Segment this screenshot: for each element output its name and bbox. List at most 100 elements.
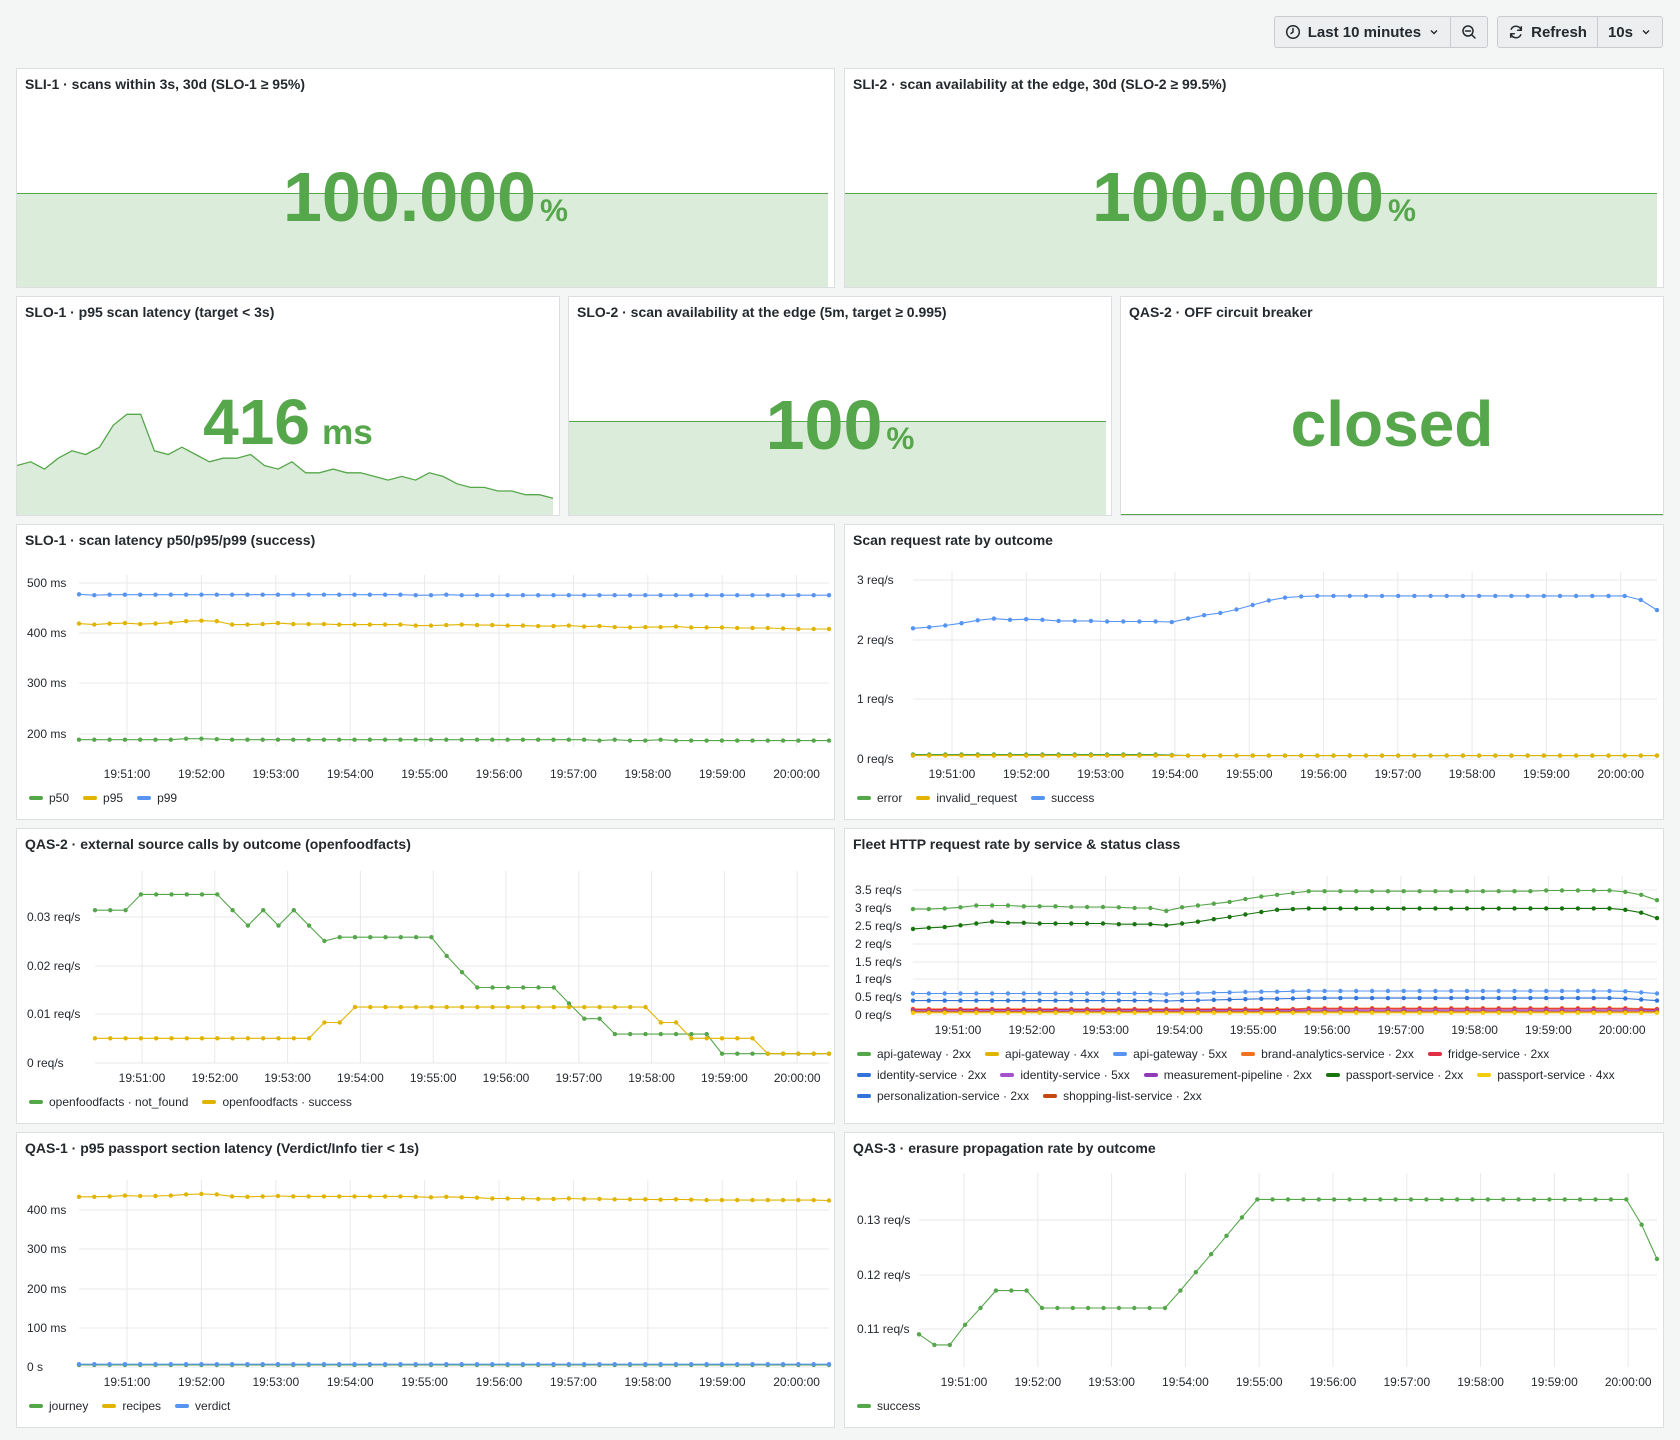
legend-item[interactable]: success [857, 1399, 920, 1413]
data-point [199, 1036, 205, 1041]
series-line-p50 [79, 738, 829, 742]
legend-item[interactable]: openfoodfacts · not_found [29, 1095, 188, 1109]
refresh-button[interactable]: Refresh [1498, 17, 1598, 47]
data-point [1037, 1010, 1042, 1015]
panel-sli2[interactable]: SLI-2 · scan availability at the edge, 3… [844, 68, 1664, 288]
data-point [1239, 1215, 1245, 1220]
data-point [750, 1036, 755, 1041]
data-point [811, 738, 816, 743]
data-point [1369, 1010, 1375, 1015]
legend-label: success [877, 1399, 921, 1413]
data-point [183, 1192, 189, 1197]
legend-swatch [857, 796, 871, 800]
legend-item[interactable]: personalization-service · 2xx [857, 1089, 1029, 1103]
data-point [1525, 753, 1530, 758]
x-tick-label: 19:57:00 [1377, 1023, 1424, 1037]
data-point [1544, 906, 1549, 911]
legend-item[interactable]: measurement-pipeline · 2xx [1143, 1068, 1312, 1082]
data-point [989, 991, 995, 996]
panel-fleet-http[interactable]: Fleet HTTP request rate by service & sta… [844, 828, 1664, 1124]
legend-item[interactable]: passport-service · 4xx [1477, 1068, 1615, 1082]
data-point [1072, 618, 1077, 624]
data-point [974, 991, 979, 996]
data-point [1575, 888, 1581, 893]
data-point [1164, 908, 1169, 914]
data-point [76, 737, 82, 742]
legend-item[interactable]: api-gateway · 4xx [985, 1047, 1099, 1061]
data-point [1354, 995, 1359, 1001]
data-point [291, 621, 296, 627]
data-point [1069, 998, 1074, 1003]
data-point [1195, 998, 1201, 1003]
stat-unit: % [540, 192, 569, 228]
legend-item[interactable]: api-gateway · 2xx [857, 1047, 971, 1061]
legend-item[interactable]: success [1031, 791, 1094, 805]
data-point [1053, 991, 1058, 996]
legend-item[interactable]: p95 [83, 791, 123, 805]
legend-item[interactable]: identity-service · 5xx [1000, 1068, 1130, 1082]
legend-item[interactable]: p99 [137, 791, 177, 805]
panel-slo2-availability[interactable]: SLO-2 · scan availability at the edge (5… [568, 296, 1112, 516]
legend-item[interactable]: p50 [29, 791, 69, 805]
data-point [826, 738, 832, 743]
data-point [581, 1362, 587, 1367]
legend-item[interactable]: recipes [102, 1399, 161, 1413]
panel-latency-percentiles[interactable]: SLO-1 · scan latency p50/p95/p99 (succes… [16, 524, 835, 820]
data-point [536, 1004, 541, 1010]
legend-item[interactable]: api-gateway · 5xx [1113, 1047, 1227, 1061]
panel-title: QAS-1 · p95 passport section latency (Ve… [25, 1140, 420, 1156]
data-point [673, 1197, 679, 1202]
legend-item[interactable]: openfoodfacts · success [202, 1095, 352, 1109]
panel-external-calls[interactable]: QAS-2 · external source calls by outcome… [16, 828, 835, 1124]
legend-item[interactable]: fridge-service · 2xx [1427, 1047, 1549, 1061]
data-point [444, 622, 449, 628]
data-point [505, 1004, 511, 1010]
data-point [1654, 1256, 1660, 1262]
legend-item[interactable]: identity-service · 2xx [857, 1068, 986, 1082]
data-point [1401, 889, 1406, 894]
legend-swatch [1325, 1073, 1340, 1077]
legend-item[interactable]: error [857, 791, 902, 805]
legend-item[interactable]: journey [29, 1399, 88, 1413]
data-point [352, 737, 357, 742]
data-point [92, 1362, 97, 1367]
panel-circuit-breaker[interactable]: QAS-2 · OFF circuit breaker closed [1120, 296, 1664, 516]
x-tick-label: 19:52:00 [1003, 767, 1050, 781]
panel-sli1[interactable]: SLI-1 · scans within 3s, 30d (SLO-1 ≥ 95… [16, 68, 835, 288]
x-tick-label: 19:53:00 [252, 1375, 299, 1389]
legend-swatch [857, 1052, 871, 1056]
time-range-picker[interactable]: Last 10 minutes [1275, 17, 1452, 47]
data-point [459, 737, 464, 742]
data-point [1100, 921, 1106, 926]
data-point [942, 906, 947, 911]
data-point [1338, 988, 1343, 994]
data-point [322, 938, 327, 944]
y-tick-label: 300 ms [27, 1242, 66, 1256]
panel-slo1-p95[interactable]: SLO-1 · p95 scan latency (target < 3s) 4… [16, 296, 560, 516]
data-point [1201, 753, 1207, 758]
data-point [750, 1362, 755, 1367]
legend-item[interactable]: brand-analytics-service · 2xx [1241, 1047, 1414, 1061]
data-point [398, 737, 403, 742]
data-point [991, 753, 997, 758]
data-point [1306, 1010, 1311, 1015]
data-point [444, 1004, 449, 1010]
refresh-interval-picker[interactable]: 10s [1598, 17, 1662, 47]
legend-item[interactable]: shopping-list-service · 2xx [1043, 1089, 1202, 1103]
panel-erasure-rate[interactable]: QAS-3 · erasure propagation rate by outc… [844, 1132, 1664, 1428]
data-point [612, 593, 617, 598]
data-point [1433, 1010, 1438, 1015]
zoom-out-button[interactable] [1451, 17, 1487, 47]
legend-item[interactable]: verdict [175, 1399, 230, 1413]
x-tick-label: 19:53:00 [252, 767, 299, 781]
panel-scan-rate[interactable]: Scan request rate by outcome 19:51:00 19:… [844, 524, 1664, 820]
data-point [750, 1051, 755, 1056]
data-point [168, 592, 173, 597]
data-point [1266, 753, 1271, 758]
legend-item[interactable]: invalid_request [916, 791, 1017, 805]
legend-item[interactable]: passport-service · 2xx [1325, 1068, 1463, 1082]
panel-passport-latency[interactable]: QAS-1 · p95 passport section latency (Ve… [16, 1132, 835, 1428]
data-point [382, 1362, 388, 1367]
data-point [1401, 995, 1406, 1001]
data-point [76, 1362, 82, 1367]
